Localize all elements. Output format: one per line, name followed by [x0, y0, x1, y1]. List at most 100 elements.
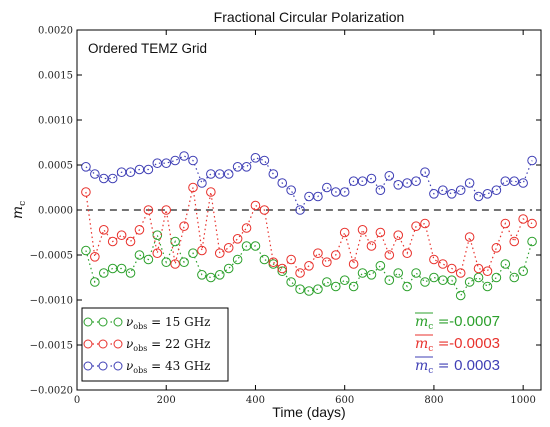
data-point: [250, 153, 261, 163]
data-point: [322, 257, 332, 268]
legend-marker: [98, 339, 108, 349]
x-tick-label: 200: [157, 395, 176, 406]
data-point: [420, 167, 430, 177]
data-point: [491, 243, 502, 253]
data-point: [348, 259, 359, 269]
data-point: [143, 254, 154, 265]
x-axis-label: Time (days): [272, 404, 345, 420]
data-point: [393, 268, 404, 278]
legend: νobs = 15 GHz νobs = 22 GHz νobs = 43 GHz: [81, 307, 229, 382]
data-point: [179, 257, 189, 268]
data-point: [286, 254, 296, 265]
data-point: [446, 189, 457, 199]
data-point: [268, 169, 279, 179]
data-point: [348, 281, 359, 292]
data-point: [125, 167, 136, 177]
data-point: [90, 169, 100, 179]
data-point: [446, 275, 457, 286]
data-point: [98, 173, 109, 184]
data-point: [518, 214, 528, 224]
data-point: [81, 162, 91, 172]
y-tick-label: 0.0010: [38, 116, 73, 127]
legend-marker: [113, 339, 123, 349]
data-point: [161, 158, 172, 168]
data-point: [250, 241, 261, 251]
data-point: [527, 155, 537, 166]
series-line: [85, 155, 533, 212]
y-tick-label: −0.0005: [30, 251, 73, 262]
data-point: [366, 270, 377, 280]
data-point: [295, 284, 305, 295]
data-point: [143, 205, 154, 215]
data-point: [402, 281, 412, 292]
data-point: [223, 263, 234, 274]
data-point: [366, 173, 377, 184]
data-point: [339, 275, 350, 286]
x-tick-label: 800: [424, 395, 443, 406]
data-point: [90, 251, 100, 262]
data-point: [393, 180, 404, 190]
data-point: [188, 182, 198, 193]
data-point: [357, 225, 368, 235]
mean-symbol: mc =: [415, 358, 450, 376]
data-point: [330, 281, 341, 292]
y-tick-label: 0.0005: [38, 161, 73, 172]
data-point: [98, 225, 109, 235]
data-point: [116, 263, 127, 274]
data-point: [214, 248, 225, 258]
data-point: [402, 248, 412, 258]
data-point: [411, 268, 421, 278]
data-point: [188, 248, 198, 258]
mean-label: mc = 0.0003: [415, 356, 500, 376]
data-point: [330, 250, 341, 260]
data-point: [473, 272, 484, 283]
data-point: [107, 173, 118, 184]
y-axis-label-sub: c: [18, 201, 28, 206]
data-point: [250, 200, 261, 211]
data-point: [357, 176, 368, 186]
series-layer: [81, 151, 537, 301]
data-point: [134, 225, 145, 235]
legend-marker: [98, 317, 108, 327]
data-point: [286, 277, 296, 287]
data-point: [384, 275, 395, 286]
data-point: [393, 230, 404, 240]
data-point: [134, 250, 145, 260]
data-point: [455, 290, 466, 301]
mean-symbol: mc =: [415, 314, 450, 332]
data-point: [366, 241, 377, 251]
data-point: [375, 227, 386, 238]
data-point: [286, 185, 296, 195]
legend-entry: νobs = 15 GHz: [83, 315, 210, 331]
data-point: [464, 277, 475, 287]
y-tick-label: −0.0020: [30, 386, 73, 397]
data-point: [500, 218, 511, 229]
y-tick-label: −0.0015: [30, 341, 73, 352]
data-point: [143, 164, 154, 175]
y-axis-label: mc: [10, 201, 28, 219]
data-point: [304, 261, 314, 271]
data-point: [375, 261, 386, 271]
data-point: [232, 234, 243, 244]
data-point: [509, 236, 520, 247]
data-point: [473, 191, 484, 202]
x-tick-label: 0: [74, 395, 80, 406]
data-point: [339, 187, 350, 197]
legend-marker: [113, 361, 123, 371]
data-point: [518, 178, 528, 188]
legend-marker: [113, 317, 123, 327]
data-point: [170, 259, 180, 269]
data-point: [214, 270, 225, 280]
data-point: [500, 259, 511, 269]
data-point: [125, 236, 136, 247]
legend-marker: [83, 339, 93, 349]
data-point: [107, 236, 118, 247]
data-point: [509, 176, 520, 186]
data-point: [223, 243, 234, 253]
data-point: [268, 257, 279, 268]
legend-entry: νobs = 22 GHz: [83, 337, 210, 353]
data-point: [188, 155, 198, 166]
y-tick-label: 0.0015: [38, 71, 73, 82]
data-point: [411, 176, 421, 186]
